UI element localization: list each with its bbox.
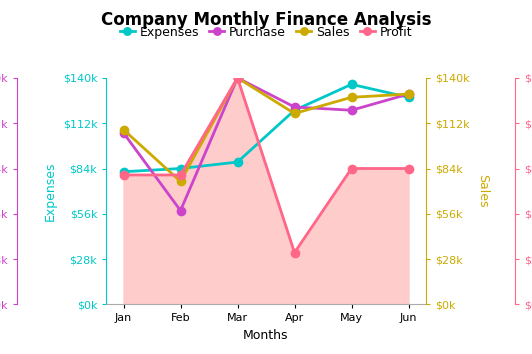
Profit: [177, 173, 184, 177]
Expenses: [177, 166, 184, 171]
Y-axis label: Expenses: Expenses: [44, 161, 57, 221]
Profit: [405, 166, 412, 171]
Purchase: [120, 131, 127, 135]
Legend: Expenses, Purchase, Sales, Profit: Expenses, Purchase, Sales, Profit: [115, 21, 417, 44]
Sales: [348, 95, 355, 99]
Profit: [348, 166, 355, 171]
Expenses: [120, 170, 127, 174]
Line: Sales: Sales: [119, 74, 413, 185]
Profit: [234, 76, 240, 80]
Purchase: [234, 76, 240, 80]
Line: Purchase: Purchase: [119, 74, 413, 215]
X-axis label: Months: Months: [243, 329, 289, 342]
Sales: [120, 127, 127, 132]
Expenses: [292, 108, 298, 112]
Purchase: [292, 105, 298, 109]
Purchase: [177, 209, 184, 213]
Expenses: [234, 160, 240, 164]
Purchase: [348, 108, 355, 112]
Sales: [177, 179, 184, 184]
Sales: [292, 112, 298, 116]
Expenses: [348, 82, 355, 86]
Y-axis label: Sales: Sales: [476, 175, 489, 208]
Line: Profit: Profit: [119, 74, 413, 257]
Line: Expenses: Expenses: [119, 80, 413, 176]
Purchase: [405, 92, 412, 96]
Profit: [120, 173, 127, 177]
Text: Company Monthly Finance Analysis: Company Monthly Finance Analysis: [101, 11, 431, 29]
Sales: [405, 92, 412, 96]
Expenses: [405, 95, 412, 99]
Sales: [234, 76, 240, 80]
Profit: [292, 251, 298, 255]
